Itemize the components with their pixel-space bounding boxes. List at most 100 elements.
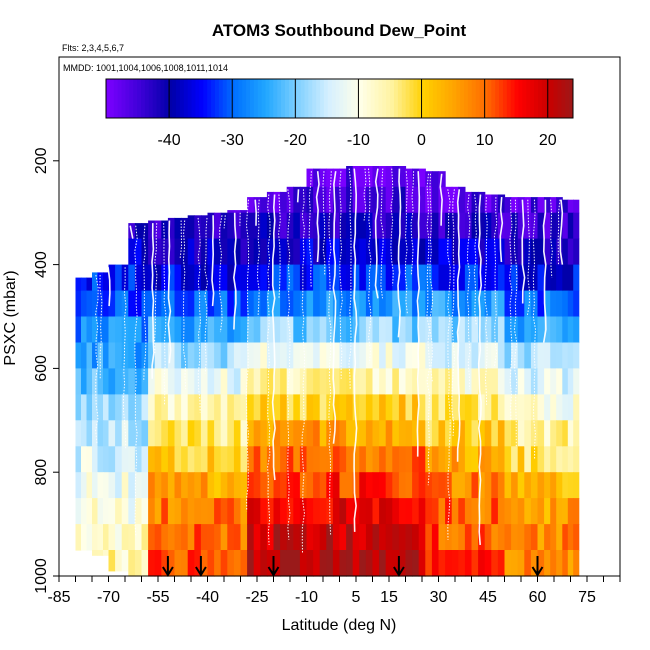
heatmap-cell [524, 212, 532, 240]
heatmap-cell [573, 264, 580, 292]
colorbar-swatch [405, 79, 411, 118]
colorbar-swatch [526, 79, 531, 118]
heatmap-cell [451, 472, 459, 499]
colorbar-tick-label: -10 [347, 132, 370, 149]
heatmap-cell [537, 290, 545, 318]
heatmap-cell [359, 264, 367, 292]
heatmap-cell [365, 550, 374, 577]
heatmap-cell [418, 420, 426, 447]
heatmap-cell [128, 264, 136, 292]
heatmap-cell [511, 212, 519, 240]
heatmap-cell [86, 394, 93, 421]
heatmap-cell [103, 550, 110, 556]
heatmap-cell [134, 524, 143, 551]
heatmap-cell [266, 342, 275, 369]
heatmap-cell [464, 524, 473, 551]
heatmap-cell [504, 316, 512, 344]
colorbar-swatch [417, 79, 422, 118]
heatmap-cell [115, 498, 123, 525]
y-tick-label: 800 [33, 459, 50, 486]
heatmap-cell [339, 212, 347, 240]
heatmap-cell [233, 290, 242, 318]
flight-trace [296, 189, 300, 203]
heatmap-cell [573, 472, 580, 499]
heatmap-cell [464, 550, 473, 577]
heatmap-cell [266, 446, 275, 473]
heatmap-cell [103, 290, 110, 318]
heatmap-cell [207, 524, 215, 551]
heatmap-cell [504, 264, 512, 292]
colorbar-swatch [331, 79, 337, 118]
flight-trace [550, 199, 553, 278]
heatmap-cell [445, 498, 453, 525]
x-tick-label: -25 [245, 589, 268, 606]
heatmap-cell [412, 238, 420, 266]
heatmap-cell [207, 394, 215, 421]
heatmap-cell [115, 524, 123, 551]
heatmap-cell [431, 212, 440, 240]
heatmap-cell [471, 191, 479, 214]
heatmap-cell [253, 212, 261, 240]
heatmap-cell [537, 264, 545, 292]
heatmap-cell [445, 394, 453, 421]
heatmap-cell [326, 550, 334, 577]
heatmap-cell [141, 316, 149, 344]
heatmap-cell [134, 446, 143, 473]
heatmap-cell [544, 446, 551, 473]
colorbar-swatch [238, 79, 243, 118]
heatmap-cell [405, 168, 413, 188]
heatmap-cell [392, 316, 400, 344]
colorbar-swatch [456, 79, 461, 118]
heatmap-cell [134, 223, 143, 240]
heatmap-cell [339, 238, 347, 266]
heatmap-cell [167, 550, 176, 577]
heatmap-cell [273, 264, 281, 292]
heatmap-cell [128, 498, 136, 525]
heatmap-cell [517, 498, 525, 525]
heatmap-cell [103, 498, 110, 525]
heatmap-cell [174, 264, 182, 292]
heatmap-cell [412, 342, 420, 369]
x-tick-label: 5 [352, 589, 361, 606]
heatmap-cell [418, 186, 426, 214]
heatmap-cell [319, 290, 327, 318]
colorbar-swatch [522, 79, 527, 118]
heatmap-cell [458, 446, 466, 473]
heatmap-cell [161, 524, 169, 551]
heatmap-cell [573, 420, 580, 447]
heatmap-cell [181, 472, 189, 499]
heatmap-cell [207, 498, 215, 525]
heatmap-cell [445, 238, 453, 266]
heatmap-cell [567, 264, 574, 292]
heatmap-cell [75, 277, 82, 292]
heatmap-cell [247, 238, 255, 266]
heatmap-cell [167, 446, 176, 473]
heatmap-cell [220, 420, 228, 447]
heatmap-cell [299, 446, 308, 473]
heatmap-cell [537, 524, 545, 551]
heatmap-cell [346, 316, 354, 344]
heatmap-cell [115, 550, 123, 572]
heatmap-cell [504, 524, 512, 551]
heatmap-cell [478, 191, 486, 214]
heatmap-cell [379, 368, 387, 395]
heatmap-cell [306, 420, 314, 447]
heatmap-cell [92, 472, 99, 499]
heatmap-cell [92, 524, 99, 551]
heatmap-cell [511, 550, 519, 577]
heatmap-cell [227, 212, 235, 240]
heatmap-cell [286, 446, 294, 473]
heatmap-cell [405, 368, 413, 395]
heatmap-cell [148, 498, 156, 525]
colorbar-swatch [277, 79, 282, 118]
heatmap-cell [187, 342, 195, 369]
heatmap-cell [567, 524, 574, 551]
heatmap-cell [227, 238, 235, 266]
colorbar-swatch [203, 79, 208, 118]
heatmap-cell [418, 524, 426, 551]
heatmap-cell [511, 472, 519, 499]
profile-arrow [267, 556, 280, 577]
colorbar-swatch [257, 79, 263, 118]
heatmap-cell [81, 524, 88, 551]
colorbar-swatch [401, 79, 407, 118]
